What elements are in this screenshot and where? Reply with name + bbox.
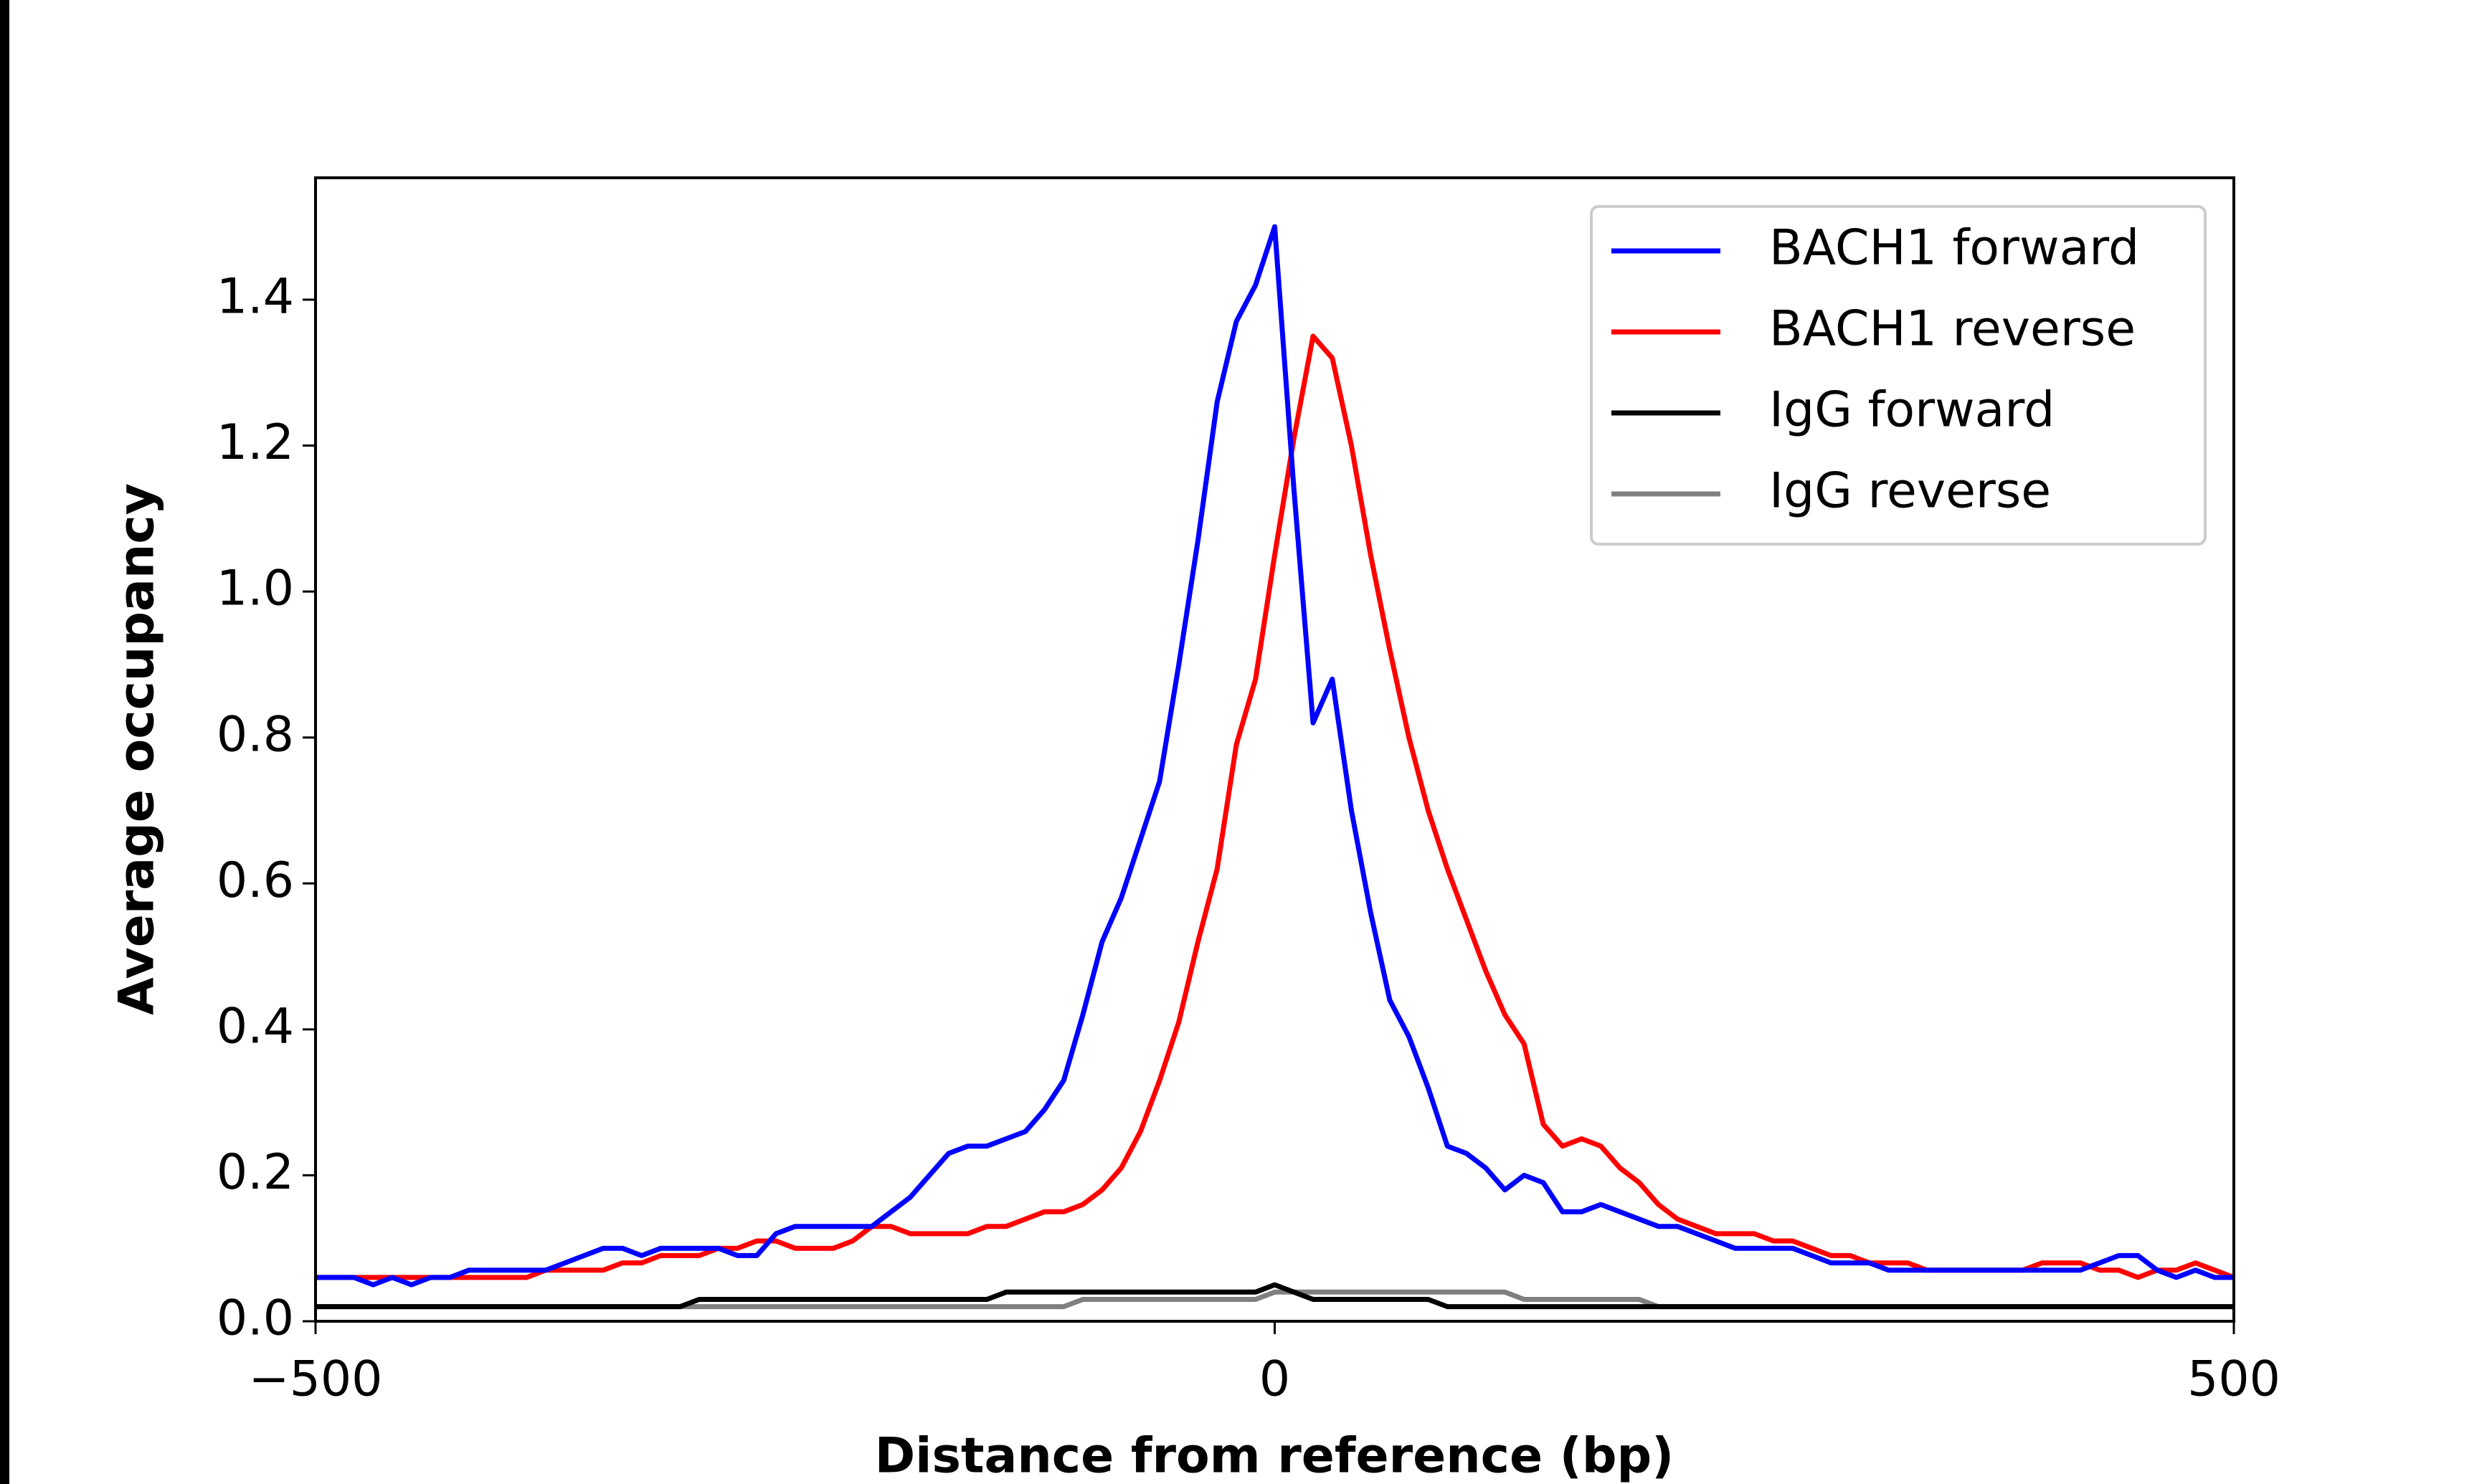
y-tick-label: 0.2	[217, 1144, 294, 1201]
series-line	[316, 333, 2234, 1280]
y-tick-label: 0.0	[217, 1290, 294, 1347]
y-tick-label: 1.4	[217, 269, 294, 325]
left-border	[0, 0, 9, 1484]
legend-label: IgG forward	[1769, 382, 2055, 439]
legend-box	[1590, 205, 2207, 546]
y-axis-label: Average occupancy	[109, 483, 166, 1015]
y-tick-label: 0.4	[217, 998, 294, 1055]
x-axis-label: Distance from reference (bp)	[875, 1428, 1674, 1484]
legend-label: BACH1 forward	[1769, 220, 2139, 277]
plot-frame	[314, 176, 2235, 1323]
x-tick-label: 500	[2187, 1351, 2280, 1408]
series-line	[316, 1282, 2234, 1310]
y-tick-label: 1.2	[217, 414, 294, 471]
x-tick-label: 0	[1259, 1351, 1290, 1408]
legend-label: BACH1 reverse	[1769, 301, 2136, 358]
legend-label: IgG reverse	[1769, 463, 2051, 520]
series-line	[316, 224, 2234, 1288]
y-tick-label: 0.6	[217, 852, 294, 909]
x-tick-label: −500	[249, 1351, 383, 1408]
y-tick-label: 0.8	[217, 706, 294, 763]
y-tick-label: 1.0	[217, 561, 294, 617]
